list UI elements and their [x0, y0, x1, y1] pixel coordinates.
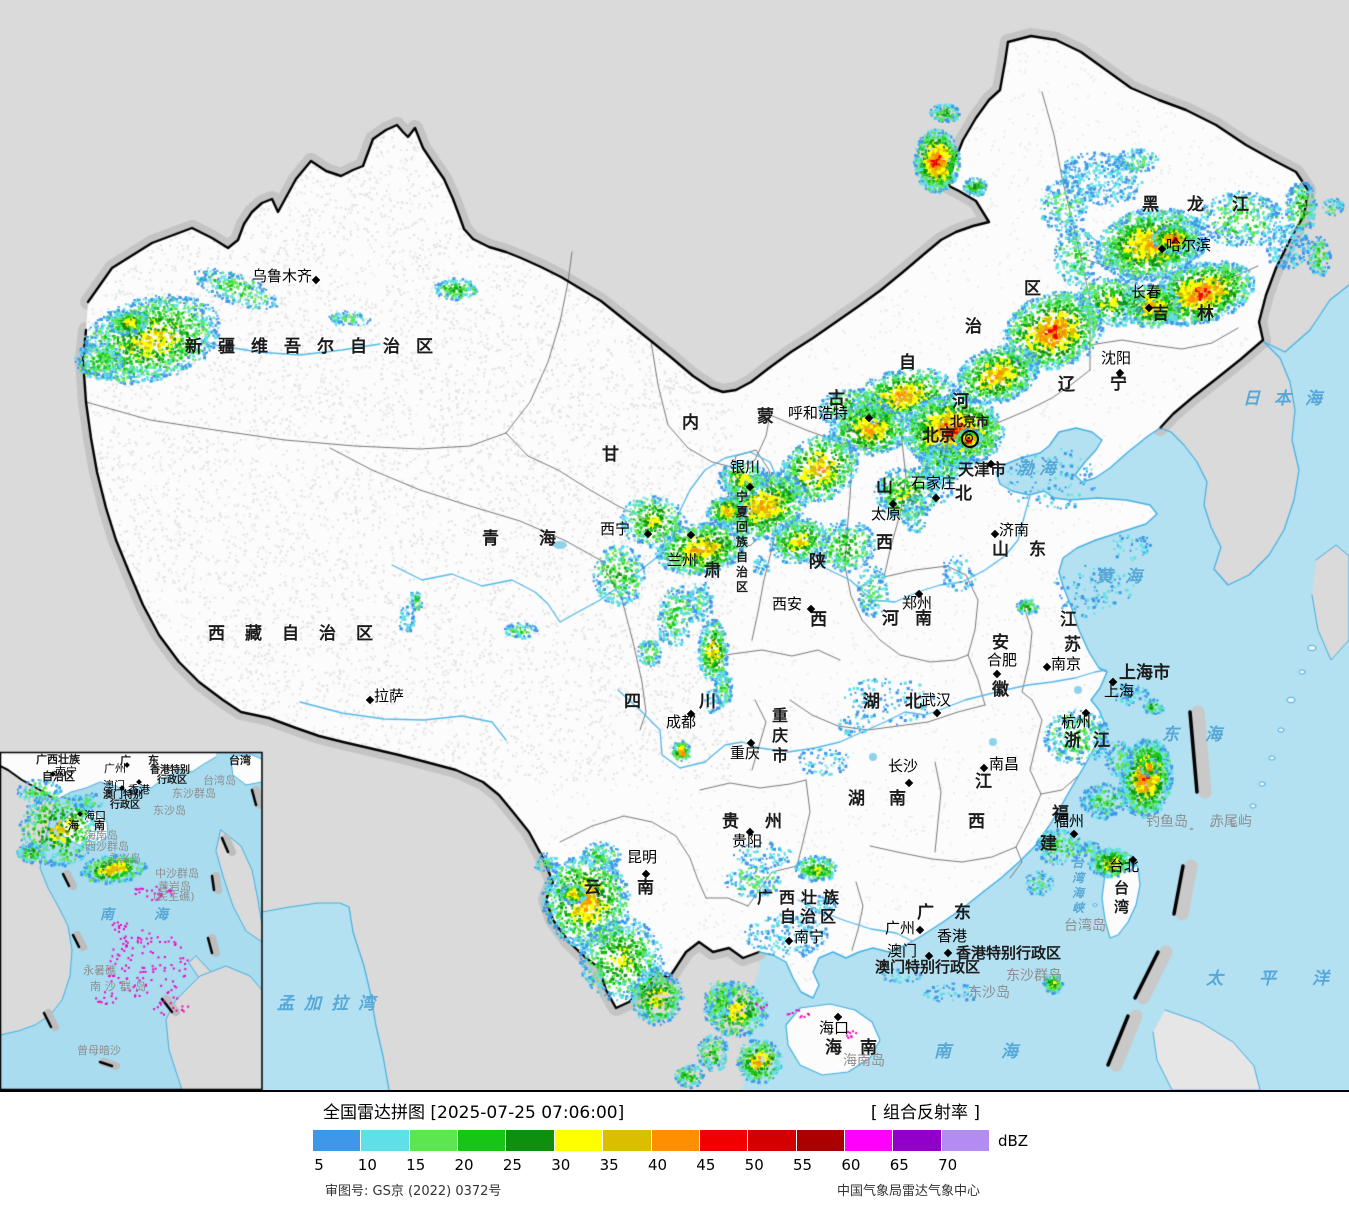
colorbar-cell [651, 1130, 699, 1151]
colorbar-cell [554, 1130, 603, 1151]
colorbar-cell [748, 1130, 796, 1151]
colorbar-cell [361, 1130, 409, 1151]
colorbar-tick: 45 [696, 1156, 716, 1174]
colorbar-tick: 5 [314, 1156, 324, 1174]
colorbar-cell [409, 1130, 458, 1151]
china-radar-map: 新疆维吾尔自治区 西藏自治区 青海甘肃内蒙古自治区黑龙江 吉林辽宁河北山西山东 河南陕西… [0, 0, 1349, 1092]
colorbar-tick: 35 [599, 1156, 619, 1174]
colorbar-tick: 65 [889, 1156, 909, 1174]
agency-credit: 中国气象局雷达气象中心 [836, 1184, 980, 1199]
colorbar-cell [844, 1130, 893, 1151]
colorbar-ticks: 5 10 15 20 25 30 35 40 45 50 55 60 65 70 [313, 1156, 1033, 1174]
legend-title: 全国雷达拼图 [2025-07-25 07:06:00] [323, 1103, 625, 1123]
colorbar-cell [941, 1130, 990, 1151]
capital-marker-icon [961, 430, 979, 448]
colorbar-tick: 15 [406, 1156, 426, 1174]
reflectivity-colorbar [313, 1130, 990, 1151]
colorbar-tick: 20 [454, 1156, 474, 1174]
colorbar-cell [699, 1130, 748, 1151]
colorbar-tick: 25 [502, 1156, 522, 1174]
legend-panel: 全国雷达拼图 [2025-07-25 07:06:00] [ 组合反射率 ] d… [0, 1092, 1349, 1208]
map-approval-number: 审图号: GS京 (2022) 0372号 [325, 1184, 502, 1199]
colorbar-cell [313, 1130, 361, 1151]
colorbar-tick: 55 [793, 1156, 813, 1174]
colorbar-cell [458, 1130, 506, 1151]
colorbar-tick: 60 [841, 1156, 861, 1174]
colorbar-cell [893, 1130, 941, 1151]
colorbar-cell [796, 1130, 844, 1151]
colorbar-cell [603, 1130, 651, 1151]
colorbar-tick: 50 [744, 1156, 764, 1174]
colorbar-tick: 70 [938, 1156, 958, 1174]
colorbar-tick: 40 [647, 1156, 668, 1174]
colorbar-cell [506, 1130, 554, 1151]
colorbar-tick: 10 [357, 1156, 377, 1174]
radar-map-canvas [0, 0, 1349, 1090]
colorbar-tick: 30 [551, 1156, 571, 1174]
legend-product-name: [ 组合反射率 ] [870, 1103, 980, 1123]
colorbar-unit: dBZ [998, 1132, 1029, 1150]
